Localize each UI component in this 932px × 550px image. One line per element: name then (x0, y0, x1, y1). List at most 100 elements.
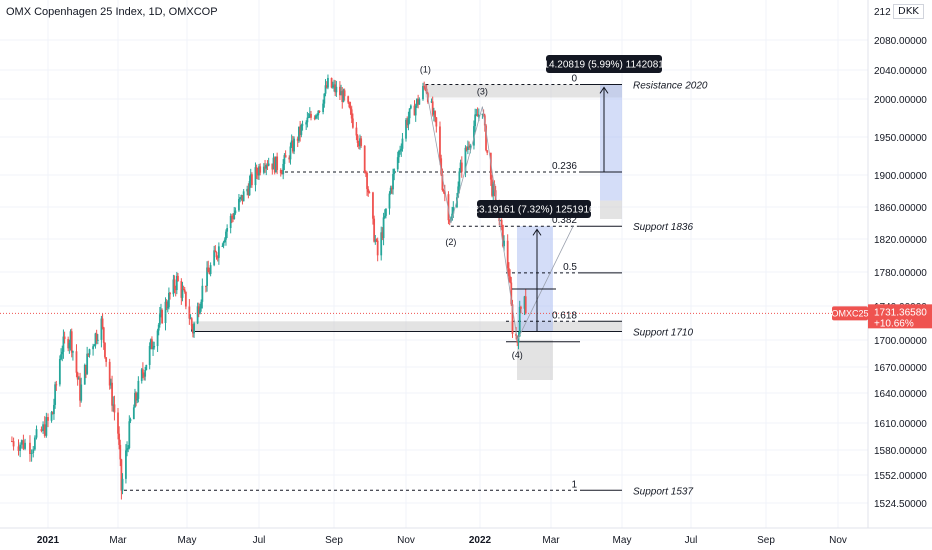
candle-body (265, 165, 268, 169)
candle-body (509, 276, 511, 283)
candle-body (55, 384, 58, 386)
candle-body (413, 105, 416, 116)
candle-body (40, 429, 43, 432)
candle-body (392, 174, 394, 190)
candle-body (272, 157, 275, 170)
candle-body (75, 351, 78, 373)
candle-body (276, 156, 279, 170)
y-tick-label: 2040.00000 (874, 66, 927, 77)
candle-body (374, 239, 377, 242)
symbol-tag (832, 306, 868, 321)
candle-body (24, 442, 26, 449)
y-tick-label: 1950.00000 (874, 133, 927, 144)
x-tick-label: Nov (397, 535, 415, 546)
candle-body (125, 450, 127, 479)
candle-body (112, 404, 115, 406)
measure-arrow-lower-head (532, 228, 542, 236)
candle-body (481, 113, 484, 115)
candle-body (152, 347, 154, 350)
candle-body (364, 172, 367, 174)
candle-body (406, 119, 409, 126)
candle-body (442, 190, 445, 192)
candle-body (190, 318, 193, 326)
candle-body (284, 155, 287, 158)
candle-body (267, 163, 270, 166)
candle-body (69, 331, 72, 343)
candle-body (299, 126, 302, 135)
candle-body (325, 85, 328, 88)
candle-body (457, 186, 460, 198)
support-zone (191, 321, 622, 332)
candle-body (500, 220, 503, 225)
candle-body (184, 291, 187, 307)
candle-body (72, 351, 74, 353)
candle-body (247, 188, 250, 196)
candle-body (339, 86, 341, 96)
candle-body (316, 115, 318, 117)
candle-body (475, 114, 478, 116)
projection-stop-upper (600, 200, 622, 219)
candle-body (486, 150, 489, 153)
last-price-change: +10.66% (874, 318, 914, 329)
candle-body (282, 163, 285, 175)
candle-body (119, 444, 122, 460)
currency-badge[interactable]: DKK (893, 4, 924, 19)
x-tick-label: Jul (253, 535, 266, 546)
y-tick-label: 1524.50000 (874, 499, 927, 510)
candle-body (166, 307, 169, 309)
candle-body (414, 105, 417, 116)
x-tick-label: Mar (109, 535, 127, 546)
y-tick-label: 1640.00000 (874, 389, 927, 400)
candle-body (313, 117, 316, 119)
candle-body (30, 452, 33, 455)
candle-body (422, 86, 424, 100)
resistance-zone (425, 84, 622, 98)
candle-body (83, 364, 86, 385)
candle-body (175, 275, 178, 291)
candle-body (382, 217, 385, 239)
candle-body (143, 373, 145, 377)
candle-body (135, 392, 137, 401)
x-tick-label: Nov (829, 535, 847, 546)
candle-body (368, 192, 371, 194)
candle-body (327, 77, 329, 88)
candle-body (62, 336, 65, 352)
level-label: Resistance 2020 (633, 81, 708, 92)
candle-body (293, 138, 295, 152)
candle-body (229, 215, 232, 229)
candle-body (255, 167, 258, 174)
candle-body (405, 119, 407, 139)
candle-body (418, 99, 421, 105)
candle-body (230, 215, 233, 218)
candle-body (251, 174, 253, 186)
candle-body (460, 162, 463, 172)
fib-label: 0.5 (563, 262, 577, 273)
candle-body (520, 306, 522, 309)
measure-label: 123.19161 (7.32%) 12519161 (468, 205, 601, 216)
candle-body (506, 240, 509, 269)
candle-body (174, 288, 177, 291)
candle-body (494, 190, 497, 207)
candle-body (238, 198, 240, 211)
candle-body (201, 285, 204, 302)
last-price-tag (868, 304, 932, 329)
candle-body (63, 336, 66, 340)
candle-body (160, 310, 162, 315)
candle-body (180, 281, 183, 298)
candle-body (33, 437, 36, 450)
candle-body (132, 407, 135, 420)
candle-body (389, 187, 392, 194)
candle-body (95, 333, 98, 341)
candle-body (216, 257, 219, 259)
y-tick-label: 1700.00000 (874, 336, 927, 347)
level-label: Support 1537 (633, 486, 693, 497)
fib-label: 1 (571, 479, 577, 490)
fib-label: 0.382 (552, 215, 577, 226)
y-tick-label: 1580.00000 (874, 446, 927, 457)
candle-body (226, 228, 229, 232)
candle-body (207, 267, 210, 273)
candle-body (330, 77, 333, 88)
candle-body (388, 193, 391, 209)
candle-body (148, 346, 151, 365)
